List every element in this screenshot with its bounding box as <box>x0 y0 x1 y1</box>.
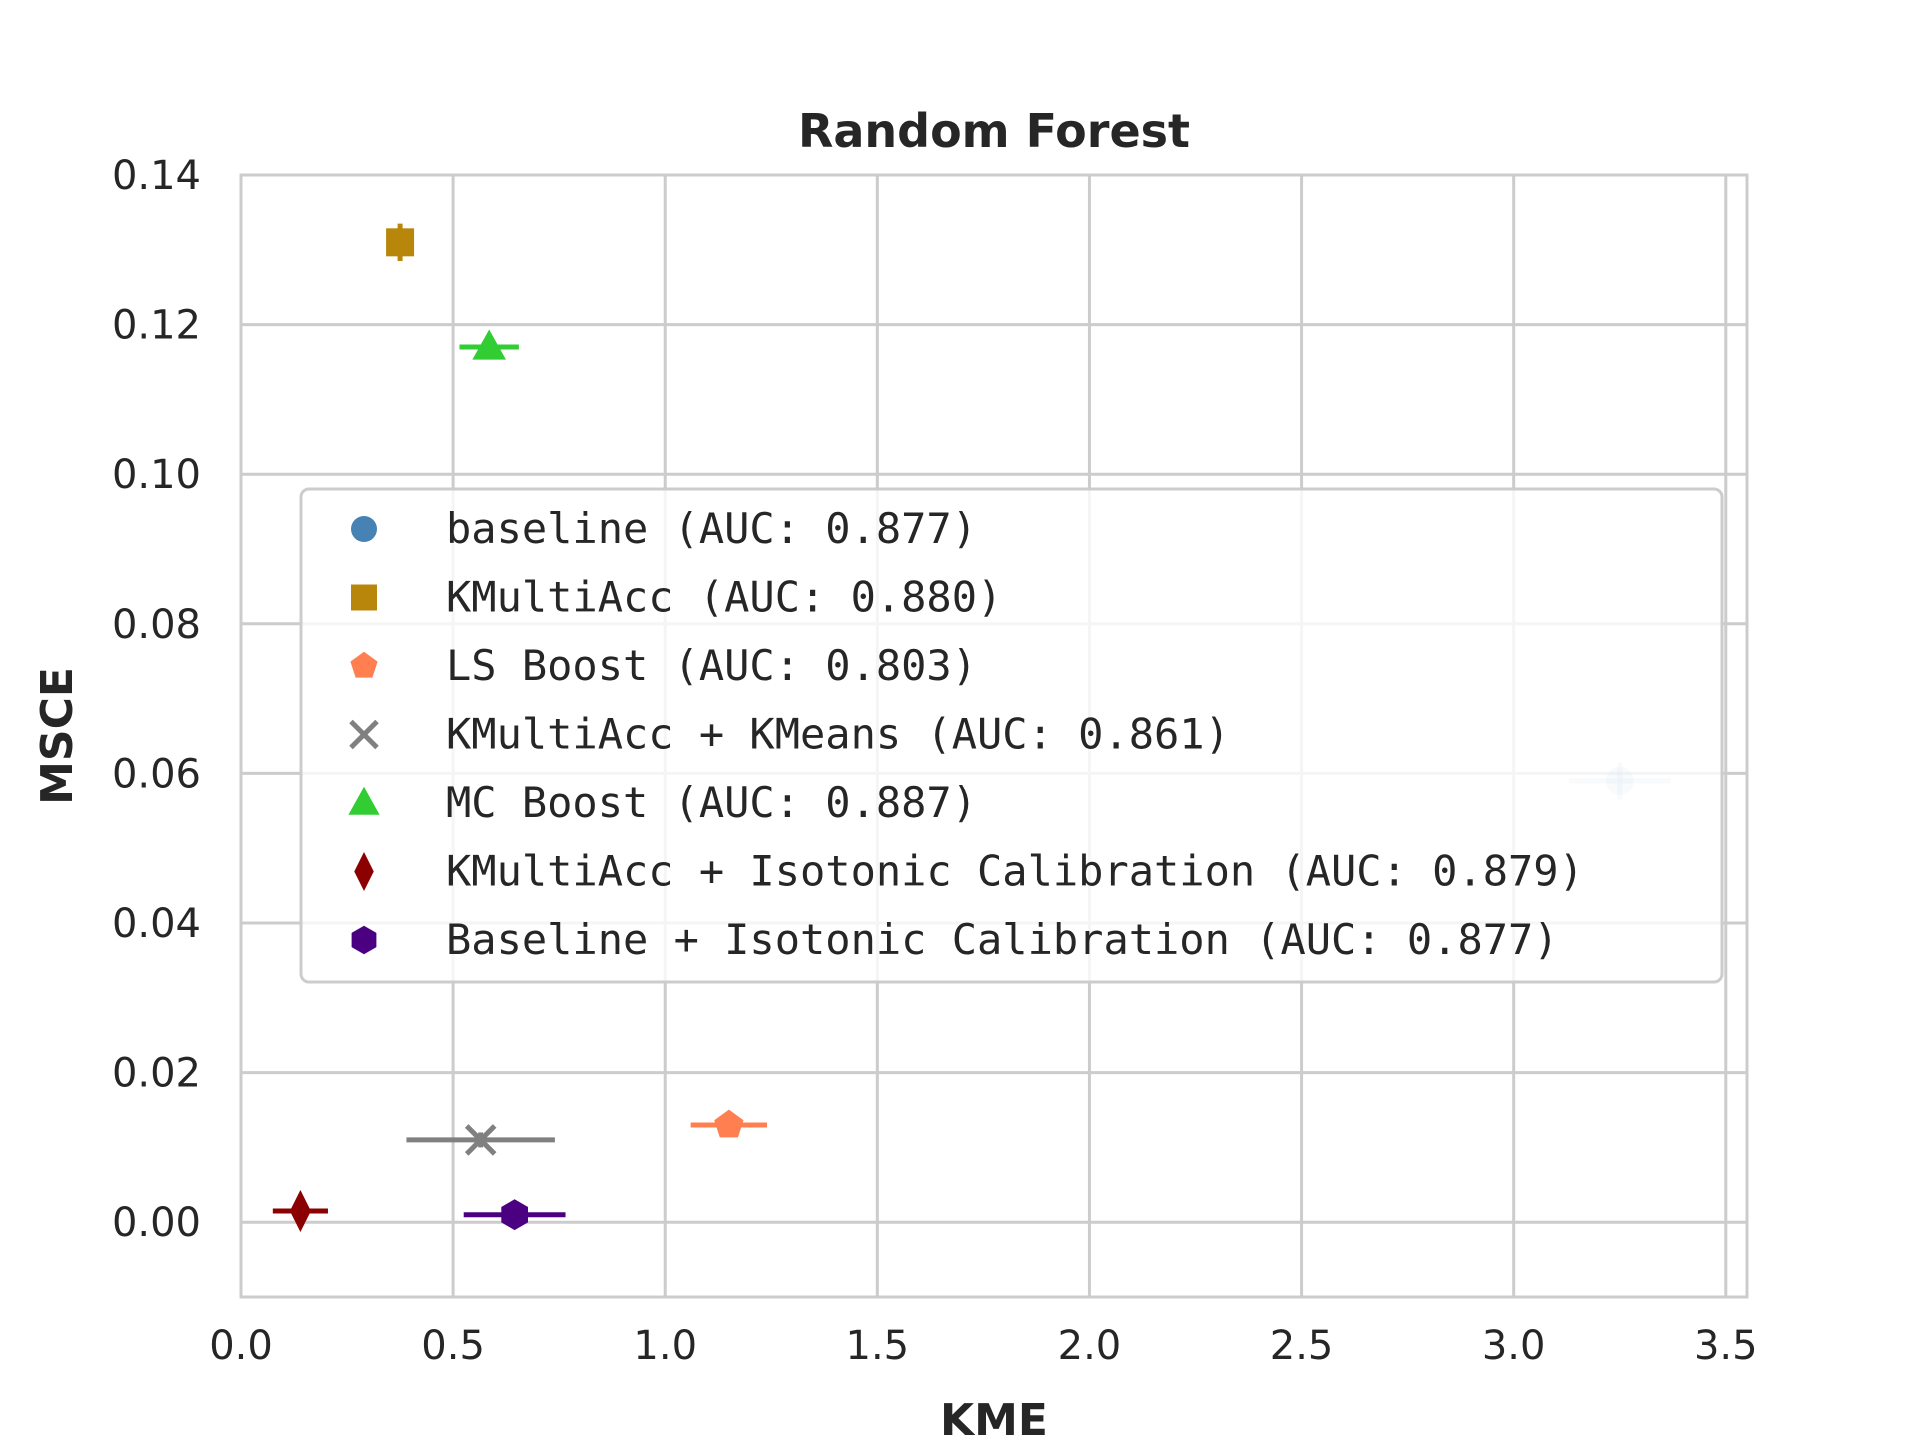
legend-box <box>299 487 1724 984</box>
data-point-diamond <box>289 1189 311 1232</box>
x-tick-label: 0.0 <box>209 1323 273 1369</box>
legend: baseline (AUC: 0.877) KMultiAcc (AUC: 0.8… <box>299 487 1724 984</box>
legend-label: LS Boost (AUC: 0.803) <box>446 641 977 690</box>
y-axis-label: MSCE <box>32 667 83 805</box>
legend-label: Baseline + Isotonic Calibration (AUC: 0.… <box>446 915 1559 964</box>
y-tick-label: 0.10 <box>112 452 201 498</box>
data-point-square <box>386 228 415 257</box>
legend-marker-pentagon <box>350 651 378 678</box>
y-tick-labels: 0.00 0.02 0.04 0.06 0.08 0.10 0.12 0.14 <box>112 153 201 1246</box>
data-point-x <box>464 1124 497 1156</box>
x-tick-label: 0.5 <box>421 1323 485 1369</box>
legend-marker-diamond <box>354 852 374 891</box>
x-marker-stroke <box>349 719 379 750</box>
y-tick-label: 0.04 <box>112 901 201 947</box>
y-tick-label: 0.00 <box>112 1200 201 1246</box>
legend-marker-x <box>349 719 379 750</box>
x-tick-labels: 0.0 0.5 1.0 1.5 2.0 2.5 3.0 3.5 <box>209 1323 1757 1369</box>
y-tick-label: 0.08 <box>112 602 201 648</box>
y-tick-label: 0.02 <box>112 1051 201 1097</box>
data-point-triangle <box>472 329 506 360</box>
chart-title: Random Forest <box>798 104 1190 158</box>
x-marker-stroke <box>464 1124 497 1156</box>
legend-marker-triangle <box>348 786 380 815</box>
x-tick-label: 2.0 <box>1058 1323 1122 1369</box>
data-point-hexagon <box>501 1199 528 1231</box>
legend-label: KMultiAcc + Isotonic Calibration (AUC: 0… <box>446 847 1584 896</box>
x-axis-label: KME <box>940 1395 1048 1440</box>
x-tick-label: 3.0 <box>1482 1323 1546 1369</box>
y-tick-label: 0.12 <box>112 303 201 349</box>
data-point-pentagon <box>714 1109 744 1138</box>
y-tick-label: 0.14 <box>112 153 201 199</box>
legend-marker-square <box>351 584 377 611</box>
legend-marker-circle <box>351 516 377 542</box>
legend-label: KMultiAcc + KMeans (AUC: 0.861) <box>446 710 1230 759</box>
legend-label: baseline (AUC: 0.877) <box>446 504 977 553</box>
x-tick-label: 1.0 <box>633 1323 697 1369</box>
x-tick-label: 3.5 <box>1694 1323 1758 1369</box>
legend-label: MC Boost (AUC: 0.887) <box>446 778 977 827</box>
x-tick-label: 1.5 <box>846 1323 910 1369</box>
x-tick-label: 2.5 <box>1270 1323 1334 1369</box>
y-tick-label: 0.06 <box>112 751 201 797</box>
legend-marker-hexagon <box>351 925 377 955</box>
legend-label: KMultiAcc (AUC: 0.880) <box>446 573 1002 622</box>
plot-frame <box>239 173 1749 1299</box>
